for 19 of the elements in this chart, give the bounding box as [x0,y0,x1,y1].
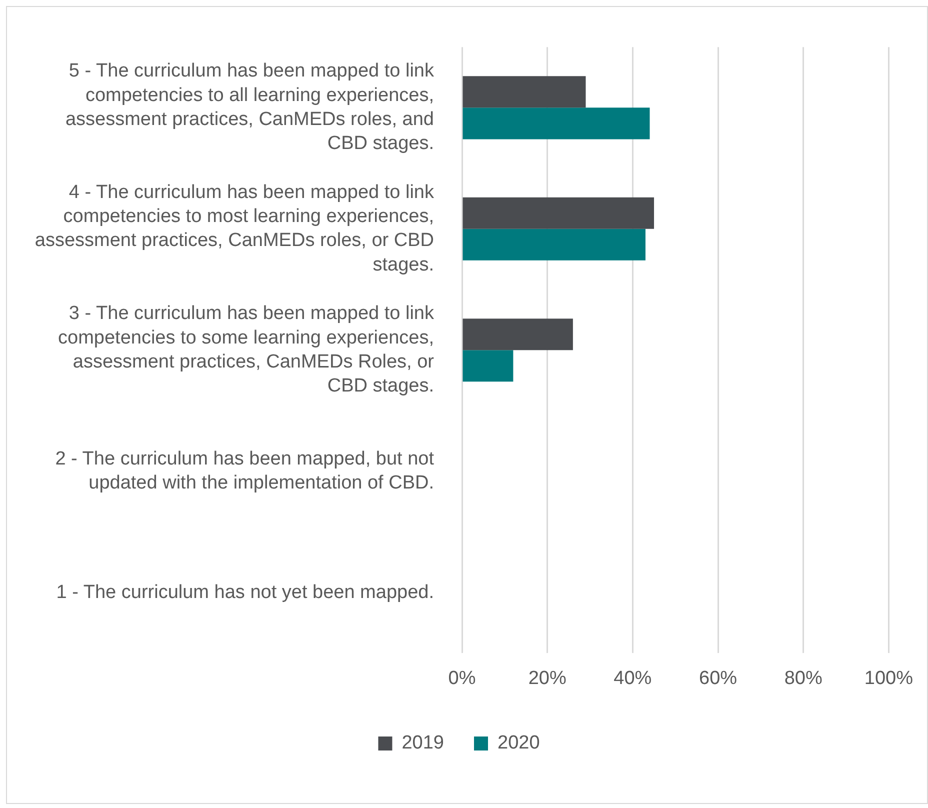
bar [462,228,646,260]
y-tick-label: 3 - The curriculum has been mapped to link competencies to some learning experiences, assessment practices, CanMEDs Roles, or CBD stages. [58,303,435,397]
y-tick-label: 1 - The curriculum has not yet been mapped. [56,582,434,603]
bar [462,350,514,382]
y-tick-label: 2 - The curriculum has been mapped, but not updated with the implementation of CBD. [55,448,435,494]
bar [462,108,650,140]
x-tick-label: 20% [528,668,566,689]
x-tick-label: 0% [448,668,476,689]
bar [462,318,573,350]
y-tick-label: 4 - The curriculum has been mapped to link competencies to most learning experiences, assessment practices, CanMEDs roles, or CBD stages. [34,182,434,276]
legend-label: 2019 [402,732,444,754]
bar [462,76,586,108]
bar [462,197,654,229]
x-tick-label: 40% [614,668,652,689]
x-tick-label: 100% [864,668,914,689]
y-tick-label: 5 - The curriculum has been mapped to link competencies to all learning experiences, assessment practices, CanMEDs roles, and CBD stages. [65,60,434,154]
x-tick-label: 80% [784,668,822,689]
x-tick-label: 60% [699,668,738,689]
legend-label: 2020 [498,732,540,754]
